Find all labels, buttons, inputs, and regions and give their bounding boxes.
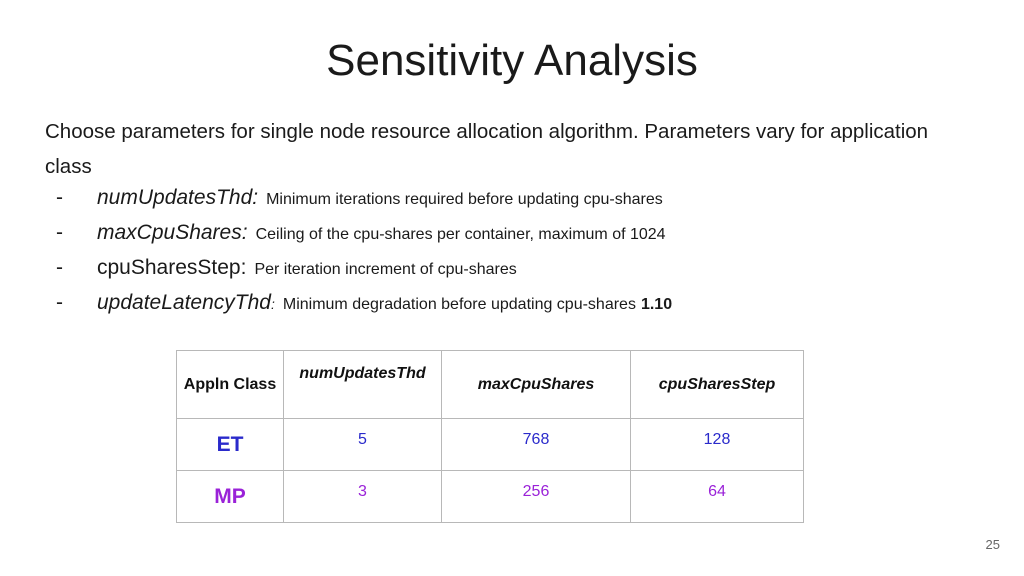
param-description: Minimum degradation before updating cpu-… xyxy=(282,296,636,313)
param-name: numUpdatesThd: xyxy=(97,186,259,209)
param-name: updateLatencyThd xyxy=(97,291,271,314)
intro-text: Choose parameters for single node resour… xyxy=(45,120,929,178)
bullet-dash: - xyxy=(56,186,63,209)
list-item: - numUpdatesThd: Minimum iterations requ… xyxy=(56,186,672,221)
table-header-row: Appln Class numUpdatesThd maxCpuShares c… xyxy=(176,350,804,419)
bullet-dash: - xyxy=(56,291,63,314)
slide-title: Sensitivity Analysis xyxy=(326,36,698,85)
list-item: - updateLatencyThd: Minimum degradation … xyxy=(56,291,672,326)
parameter-list: - numUpdatesThd: Minimum iterations requ… xyxy=(56,186,672,326)
value-cell: 768 xyxy=(441,418,631,471)
header-numupdatesthd: numUpdatesThd xyxy=(283,350,442,419)
value-cell: 3 xyxy=(283,470,442,523)
param-name: cpuSharesStep: xyxy=(97,256,247,279)
param-value: 1.10 xyxy=(640,296,673,313)
header-cpusharesstep: cpuSharesStep xyxy=(630,350,804,419)
page-number: 25 xyxy=(985,537,1000,552)
bullet-dash: - xyxy=(56,221,63,244)
value-cell: 256 xyxy=(441,470,631,523)
class-cell: MP xyxy=(176,470,284,523)
parameters-table: Appln Class numUpdatesThd maxCpuShares c… xyxy=(176,350,804,523)
param-description: Ceiling of the cpu-shares per container,… xyxy=(255,226,666,243)
class-cell: ET xyxy=(176,418,284,471)
param-name: maxCpuShares: xyxy=(97,221,248,244)
value-cell: 128 xyxy=(630,418,804,471)
param-separator: : xyxy=(270,296,275,312)
header-maxcpushares: maxCpuShares xyxy=(441,350,631,419)
list-item: - cpuSharesStep: Per iteration increment… xyxy=(56,256,672,291)
list-item: - maxCpuShares: Ceiling of the cpu-share… xyxy=(56,221,672,256)
param-description: Minimum iterations required before updat… xyxy=(266,191,663,208)
table-row: MP 3 256 64 xyxy=(176,470,804,523)
header-appln-class: Appln Class xyxy=(176,350,284,419)
bullet-dash: - xyxy=(56,256,63,279)
value-cell: 5 xyxy=(283,418,442,471)
value-cell: 64 xyxy=(630,470,804,523)
param-description: Per iteration increment of cpu-shares xyxy=(254,261,517,278)
table-row: ET 5 768 128 xyxy=(176,418,804,471)
